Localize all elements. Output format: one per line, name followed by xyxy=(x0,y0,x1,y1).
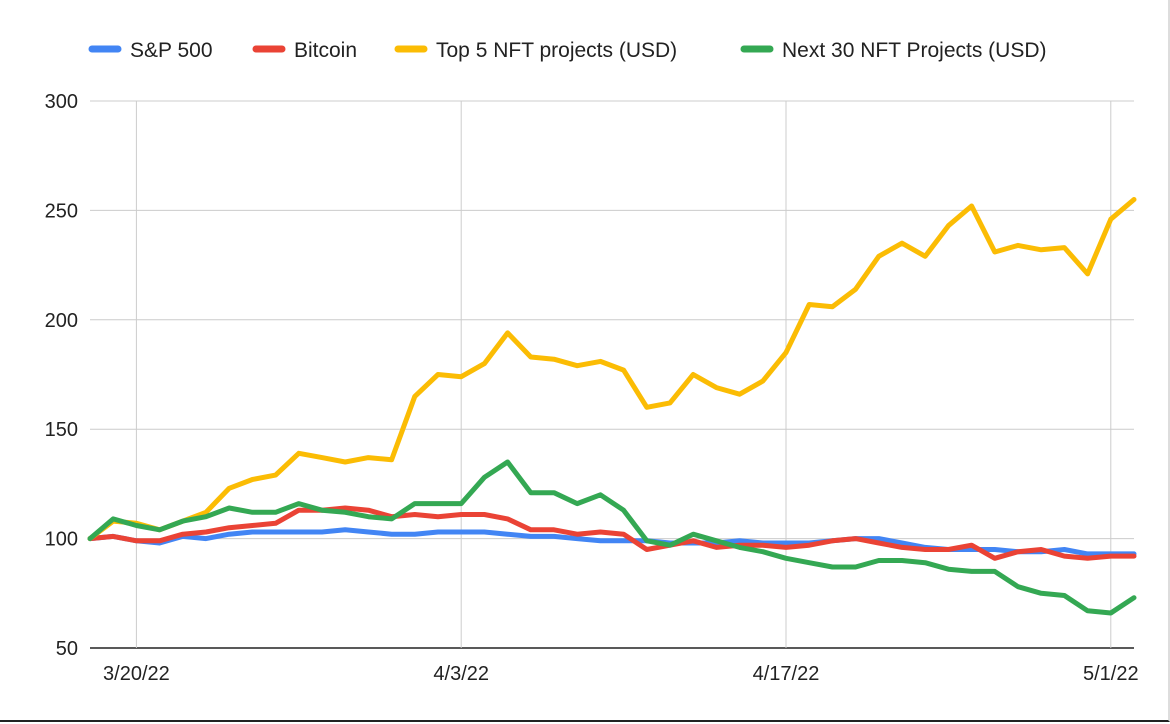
y-tick-label: 200 xyxy=(45,310,78,332)
legend-label: Next 30 NFT Projects (USD) xyxy=(782,39,1047,62)
x-tick-label: 4/17/22 xyxy=(753,663,820,685)
y-tick-label: 250 xyxy=(45,200,78,222)
x-axis-ticks: 3/20/22 4/3/22 4/17/22 5/1/22 xyxy=(103,663,1139,685)
x-tick-label: 3/20/22 xyxy=(103,663,170,685)
y-tick-label: 300 xyxy=(45,91,78,113)
legend: S&P 500 Bitcoin Top 5 NFT projects (USD) Ne… xyxy=(88,39,1047,62)
legend-label: Bitcoin xyxy=(294,39,357,62)
legend-label: Top 5 NFT projects (USD) xyxy=(436,39,677,62)
y-tick-label: 50 xyxy=(56,638,78,660)
x-tick-label: 4/3/22 xyxy=(433,663,489,685)
y-tick-label: 150 xyxy=(45,419,78,441)
y-tick-label: 100 xyxy=(45,529,78,551)
x-tick-label: 5/1/22 xyxy=(1083,663,1139,685)
series-line-1 xyxy=(87,505,1137,561)
legend-label: S&P 500 xyxy=(130,39,213,62)
grid xyxy=(90,100,1134,649)
y-axis-ticks: 50 100 150 200 250 300 xyxy=(45,91,78,660)
series-line-2 xyxy=(87,197,1137,542)
series-line-3 xyxy=(87,459,1137,616)
series-lines xyxy=(87,197,1137,616)
